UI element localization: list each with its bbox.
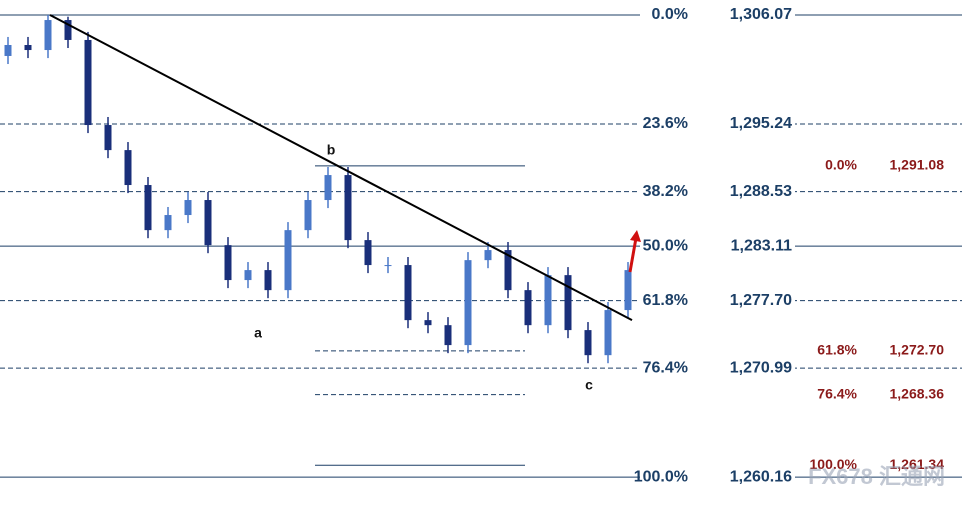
candle-body <box>564 275 572 331</box>
fib-percent: 50.0% <box>643 237 688 254</box>
fib-labels: 0.0% 1,306.07 23.6% 1,295.24 38.2% 1,288.53 50… <box>254 4 945 489</box>
fib-percent: 61.8% <box>643 292 688 309</box>
candle-body <box>524 290 532 326</box>
candle-body <box>244 270 252 281</box>
fib-2-price: 1,268.36 <box>890 385 945 401</box>
fib-2-price: 1,272.70 <box>890 342 945 358</box>
candle-body <box>384 265 392 267</box>
candle-body <box>404 265 412 321</box>
fib-price: 1,277.70 <box>730 292 792 309</box>
candle-body <box>164 215 172 231</box>
arrow <box>628 237 638 273</box>
label-bg <box>640 467 795 488</box>
candle-body <box>544 275 552 326</box>
fib-price: 1,295.24 <box>730 115 792 132</box>
candle-body <box>24 44 32 51</box>
fib-lines <box>0 14 962 478</box>
candle-body <box>264 270 272 291</box>
fib-percent: 23.6% <box>643 115 688 132</box>
fib-percent: 76.4% <box>643 359 688 376</box>
candle-body <box>604 310 612 356</box>
trendline <box>49 14 633 322</box>
fib-2-price: 1,261.34 <box>890 456 945 472</box>
candle-body <box>124 150 132 186</box>
candle-body <box>364 240 372 266</box>
candle-body <box>84 39 92 126</box>
candle-body <box>464 260 472 346</box>
candle-body <box>204 200 212 246</box>
candle-body <box>624 270 632 311</box>
fib-2-percent: 100.0% <box>810 456 858 472</box>
watermark: FX678 汇通网 <box>808 464 945 489</box>
candle-body <box>64 20 72 40</box>
candle-body <box>584 330 592 356</box>
label-bg <box>640 4 795 25</box>
fib-price: 1,270.99 <box>730 359 792 376</box>
candle-body <box>344 175 352 241</box>
candles <box>4 14 633 364</box>
candle-body <box>424 320 432 326</box>
fib-2-price: 1,291.08 <box>890 157 945 173</box>
candle-body <box>184 200 192 216</box>
fib-percent: 0.0% <box>652 6 688 23</box>
fib-price: 1,306.07 <box>730 6 792 23</box>
fib-percent: 38.2% <box>643 183 688 200</box>
wave-label: a <box>254 325 262 341</box>
candle-body <box>484 250 492 261</box>
label-bg <box>640 114 795 135</box>
candle-body <box>44 20 52 51</box>
candle-body <box>504 250 512 291</box>
fib-percent: 100.0% <box>634 468 688 485</box>
arrow-head <box>630 230 641 242</box>
label-bg <box>640 290 795 311</box>
wave-label: b <box>327 142 336 158</box>
candle-body <box>284 230 292 291</box>
fib-2-percent: 76.4% <box>817 385 857 401</box>
fib-2-percent: 0.0% <box>825 157 857 173</box>
label-bg <box>640 358 795 379</box>
candle-body <box>4 44 12 56</box>
candle-body <box>444 325 452 346</box>
wave-label: c <box>585 377 593 393</box>
candle-body <box>104 125 112 151</box>
label-bg <box>640 181 795 202</box>
fib-2-percent: 61.8% <box>817 342 857 358</box>
candle-body <box>144 185 152 231</box>
label-bg <box>640 236 795 257</box>
fib-price: 1,288.53 <box>730 183 792 200</box>
candle-body <box>324 175 332 201</box>
candle-body <box>304 200 312 231</box>
candle-body <box>224 245 232 281</box>
fib-price: 1,283.11 <box>731 237 793 254</box>
fib-price: 1,260.16 <box>730 468 792 485</box>
